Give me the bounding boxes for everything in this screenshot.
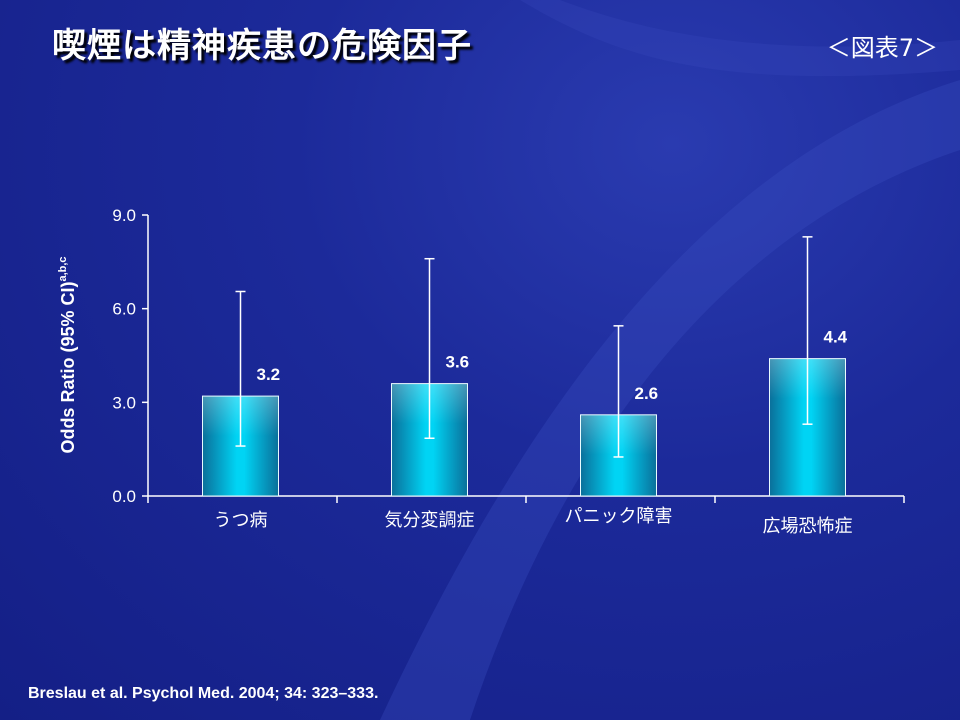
data-label: 2.6 (635, 384, 659, 403)
y-tick-label: 0.0 (112, 487, 136, 506)
data-label: 4.4 (824, 328, 848, 347)
data-label: 3.2 (257, 365, 281, 384)
y-axis-label-superscript: a,b,c (57, 256, 69, 282)
page-title: 喫煙は精神疾患の危険因子 (52, 26, 472, 66)
x-tick-label: パニック障害 (565, 506, 673, 527)
y-tick-label: 9.0 (112, 206, 136, 225)
y-axis-label: Odds Ratio (95% CI)a,b,c (57, 256, 78, 454)
y-tick-label: 3.0 (112, 393, 136, 412)
x-tick-label: 気分変調症 (385, 510, 475, 531)
figure-label: ＜図表7＞ (826, 34, 938, 62)
data-label: 3.6 (446, 353, 470, 372)
y-axis-label-container: Odds Ratio (95% CI)a,b,c (38, 215, 98, 495)
x-tick-label: 広場恐怖症 (763, 516, 853, 537)
y-tick-label: 6.0 (112, 300, 136, 319)
citation: Breslau et al. Psychol Med. 2004; 34: 32… (28, 685, 379, 702)
x-tick-label: うつ病 (214, 510, 268, 531)
